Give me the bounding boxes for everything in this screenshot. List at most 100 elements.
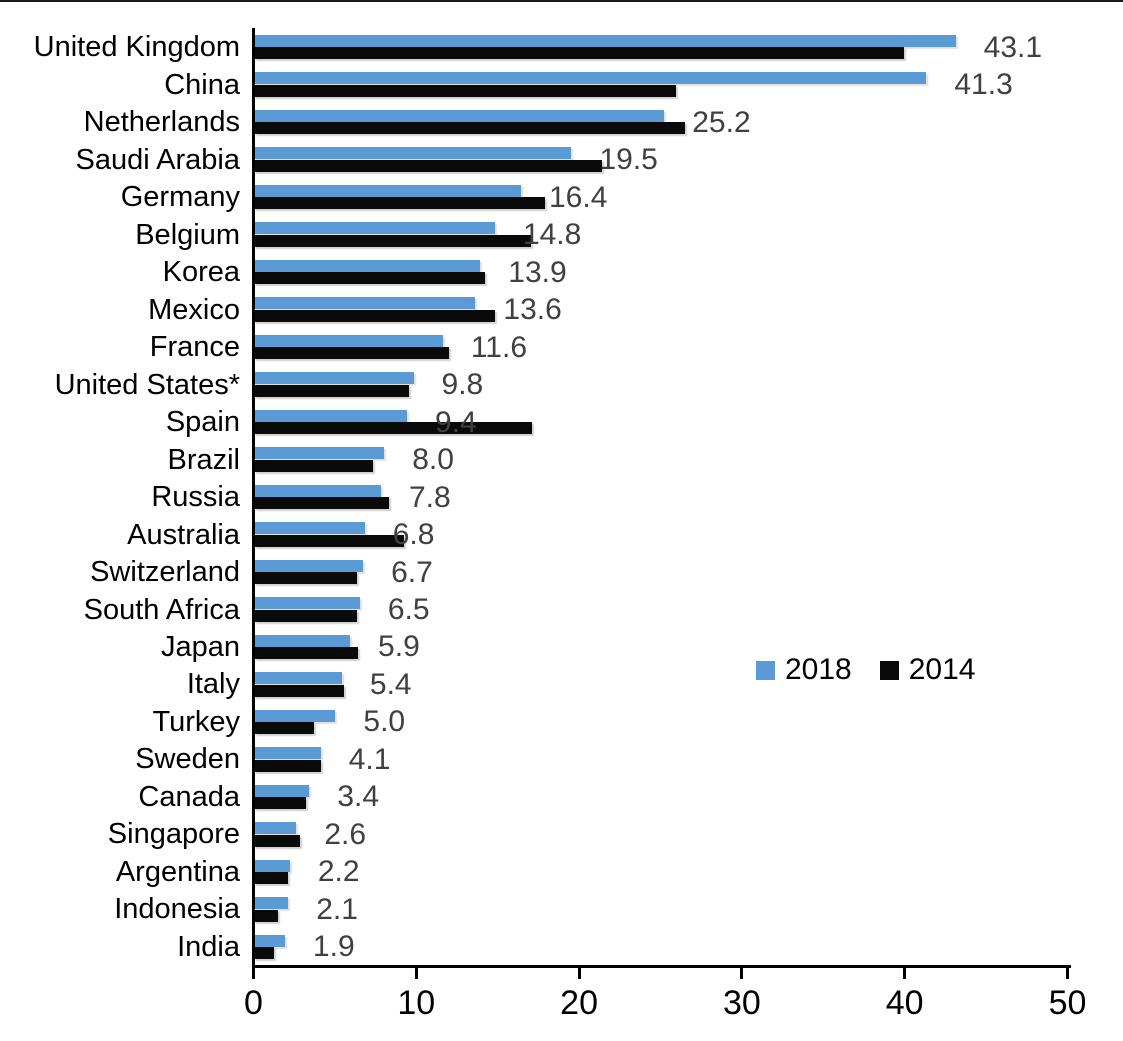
row-bars: 14.8 <box>254 216 1068 253</box>
row-bars: 2.1 <box>254 891 1068 928</box>
value-label: 2.1 <box>316 892 358 926</box>
row-bars: 25.2 <box>254 104 1068 141</box>
value-label: 43.1 <box>983 30 1043 64</box>
bar-2014 <box>254 422 533 435</box>
bar-2014 <box>254 684 344 697</box>
row-bars: 5.9 <box>254 629 1068 666</box>
bar-2014 <box>254 272 486 285</box>
bar-2014 <box>254 759 321 772</box>
row-bars: 9.8 <box>254 366 1068 403</box>
value-label: 2.2 <box>317 855 360 889</box>
value-label: 13.9 <box>508 255 567 289</box>
category-row: Switzerland 6.7 <box>0 554 1123 591</box>
category-label: Turkey <box>152 705 240 738</box>
value-label: 14.8 <box>522 218 582 252</box>
bar-2018 <box>254 747 321 760</box>
category-label: Germany <box>120 181 240 214</box>
bar-2018 <box>254 259 481 272</box>
x-axis-tick-label: 30 <box>722 984 761 1022</box>
legend-label-2014: 2014 <box>908 653 976 686</box>
category-label: India <box>177 930 240 963</box>
category-row: Canada 3.4 <box>0 779 1123 816</box>
category-row: Indonesia 2.1 <box>0 891 1123 928</box>
x-axis-line <box>252 965 1071 968</box>
category-row: Korea 13.9 <box>0 254 1123 291</box>
value-label: 5.0 <box>363 705 406 739</box>
bar-2018 <box>254 222 495 235</box>
row-bars: 6.8 <box>254 516 1068 553</box>
bar-2018 <box>254 934 285 947</box>
value-label: 4.1 <box>348 742 391 776</box>
row-bars: 5.0 <box>254 704 1068 741</box>
x-axis-tick-label: 0 <box>244 984 263 1022</box>
category-label: Singapore <box>107 818 240 851</box>
bar-2018 <box>254 35 956 47</box>
bar-2014 <box>254 572 357 585</box>
bar-2014 <box>254 84 676 97</box>
category-row: Belgium 14.8 <box>0 216 1123 253</box>
bar-2018 <box>254 372 414 385</box>
category-label: Russia <box>151 481 240 514</box>
legend-swatch-2014 <box>879 660 899 680</box>
category-label: United States* <box>54 368 240 401</box>
bar-2014 <box>254 647 359 660</box>
value-label: 9.4 <box>435 405 477 439</box>
legend: 2018 2014 <box>756 653 976 687</box>
bar-2018 <box>254 334 443 347</box>
value-label: 6.5 <box>387 593 430 626</box>
row-bars: 4.1 <box>254 741 1068 778</box>
bar-2014 <box>254 834 300 847</box>
bar-2018 <box>254 897 289 910</box>
bar-2018 <box>254 147 572 160</box>
x-axis-tick <box>1066 968 1069 979</box>
category-label: Canada <box>138 780 240 813</box>
category-label: United Kingdom <box>33 31 240 64</box>
legend-label-2018: 2018 <box>785 653 852 686</box>
category-row: Russia 7.8 <box>0 479 1123 516</box>
category-label: South Africa <box>83 593 240 626</box>
bar-2018 <box>254 184 521 197</box>
bar-2018 <box>254 822 297 835</box>
row-bars: 13.6 <box>254 291 1068 328</box>
bar-2014 <box>254 309 495 322</box>
bar-2018 <box>254 597 360 610</box>
legend-swatch-2018 <box>756 660 775 680</box>
category-label: Japan <box>160 630 240 663</box>
bar-2018 <box>254 297 476 310</box>
x-axis-tick <box>252 968 255 979</box>
bar-2014 <box>254 159 603 172</box>
value-label: 1.9 <box>312 930 355 964</box>
row-bars: 2.2 <box>254 854 1068 891</box>
bar-2018 <box>254 672 342 685</box>
category-label: France <box>149 331 240 364</box>
value-label: 5.4 <box>369 667 412 701</box>
category-row: Mexico 13.6 <box>0 291 1123 328</box>
bar-2018 <box>254 522 365 535</box>
category-label: Switzerland <box>90 556 240 589</box>
value-label: 13.6 <box>503 293 562 327</box>
category-row: China 41.3 <box>0 66 1123 103</box>
category-label: Sweden <box>135 743 240 776</box>
x-axis-tick <box>414 968 418 979</box>
category-label: Brazil <box>167 443 240 476</box>
row-bars: 13.9 <box>254 254 1068 291</box>
row-bars: 5.4 <box>254 666 1068 703</box>
category-row: South Africa 6.5 <box>0 591 1123 628</box>
bar-2014 <box>254 609 357 622</box>
row-bars: 11.6 <box>254 329 1068 366</box>
value-label: 3.4 <box>337 780 380 814</box>
x-axis-tick <box>903 968 907 979</box>
top-border-line <box>0 0 1123 2</box>
value-label: 7.8 <box>408 480 451 514</box>
bar-2018 <box>254 709 336 722</box>
bar-2014 <box>254 47 904 60</box>
value-label: 16.4 <box>548 180 608 214</box>
x-axis-tick <box>740 968 744 979</box>
value-label: 9.8 <box>441 368 484 402</box>
category-row: France 11.6 <box>0 329 1123 366</box>
x-axis-tick-label: 50 <box>1048 984 1087 1022</box>
bar-2018 <box>254 447 385 460</box>
category-row: Turkey 5.0 <box>0 704 1123 741</box>
category-label: Korea <box>162 256 240 289</box>
